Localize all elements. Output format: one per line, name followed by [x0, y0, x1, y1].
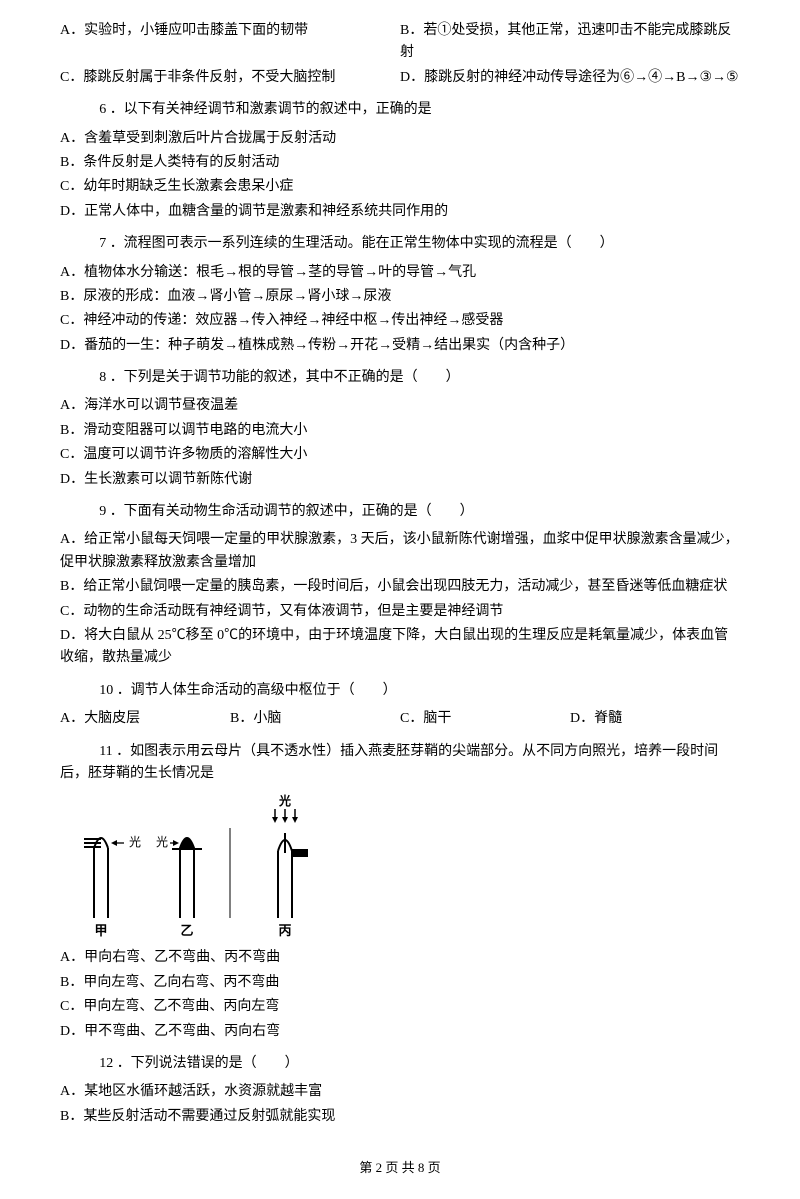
q11-option-C: C．甲向左弯、乙不弯曲、丙向左弯: [60, 996, 740, 1018]
coleoptile-jia: [84, 838, 108, 918]
q5-option-C: C．膝跳反射属于非条件反射，不受大脑控制: [60, 67, 400, 89]
q8-stem: 8 ．下列是关于调节功能的叙述，其中不正确的是（ ）: [60, 367, 740, 389]
q8-option-A: A．海洋水可以调节昼夜温差: [60, 395, 740, 417]
q8-option-B: B．滑动变阻器可以调节电路的电流大小: [60, 420, 740, 442]
q6-option-C: C．幼年时期缺乏生长激素会患呆小症: [60, 176, 740, 198]
coleoptile-yi: [172, 838, 202, 918]
q5-option-B: B．若①处受损，其他正常，迅速叩击不能完成膝跳反射: [400, 20, 740, 65]
q10-option-C: C．脑干: [400, 708, 570, 730]
q9-option-C: C．动物的生命活动既有神经调节，又有体液调节，但是主要是神经调节: [60, 601, 740, 623]
q5-C-text: C．膝跳反射属于非条件反射，不受大脑控制: [60, 67, 335, 89]
q10-option-A: A．大脑皮层: [60, 708, 230, 730]
q12-option-B: B．某些反射活动不需要通过反射弧就能实现: [60, 1106, 740, 1128]
q6-option-A: A．含羞草受到刺激后叶片合拢属于反射活动: [60, 128, 740, 150]
q5-B-text: B．若①处受损，其他正常，迅速叩击不能完成膝跳反射: [400, 20, 740, 65]
light-side-label-1: 光: [129, 835, 141, 849]
q6-option-D: D．正常人体中，血糖含量的调节是激素和神经系统共同作用的: [60, 201, 740, 223]
q6-stem: 6 ．以下有关神经调节和激素调节的叙述中，正确的是: [60, 99, 740, 121]
q5-row1: A．实验时，小锤应叩击膝盖下面的韧带 B．若①处受损，其他正常，迅速叩击不能完成…: [60, 20, 740, 65]
coleoptile-bing: [278, 833, 308, 918]
q5-row2: C．膝跳反射属于非条件反射，不受大脑控制 D．膝跳反射的神经冲动传导途径为⑥→④…: [60, 67, 740, 89]
q12-stem: 12 ．下列说法错误的是（ ）: [60, 1053, 740, 1075]
label-bing: 丙: [278, 923, 291, 938]
q10-options: A．大脑皮层 B．小脑 C．脑干 D．脊髓: [60, 708, 740, 730]
q11-diagram: 光 光 光: [60, 793, 740, 943]
light-top-label: 光: [278, 793, 291, 808]
q10-option-B: B．小脑: [230, 708, 400, 730]
q12-option-A: A．某地区水循环越活跃，水资源就越丰富: [60, 1081, 740, 1103]
q11-option-D: D．甲不弯曲、乙不弯曲、丙向右弯: [60, 1021, 740, 1043]
q5-option-D: D．膝跳反射的神经冲动传导途径为⑥→④→B→③→⑤: [400, 67, 740, 89]
q11-option-A: A．甲向右弯、乙不弯曲、丙不弯曲: [60, 947, 740, 969]
q7-option-A: A．植物体水分输送：根毛→根的导管→茎的导管→叶的导管→气孔: [60, 262, 740, 284]
q7-stem: 7 ．流程图可表示一系列连续的生理活动。能在正常生物体中实现的流程是（ ）: [60, 233, 740, 255]
label-jia: 甲: [94, 923, 107, 938]
q5-D-text: D．膝跳反射的神经冲动传导途径为⑥→④→B→③→⑤: [400, 67, 739, 89]
q7-option-D: D．番茄的一生：种子萌发→植株成熟→传粉→开花→受精→结出果实（内含种子）: [60, 335, 740, 357]
q6-option-B: B．条件反射是人类特有的反射活动: [60, 152, 740, 174]
q8-option-C: C．温度可以调节许多物质的溶解性大小: [60, 444, 740, 466]
coleoptile-diagram-svg: 光 光 光: [60, 793, 360, 943]
q10-option-D: D．脊髓: [570, 708, 740, 730]
q7-option-C: C．神经冲动的传递：效应器→传入神经→神经中枢→传出神经→感受器: [60, 310, 740, 332]
label-yi: 乙: [180, 923, 193, 938]
q9-option-D: D．将大白鼠从 25℃移至 0℃的环境中，由于环境温度下降，大白鼠出现的生理反应…: [60, 625, 740, 670]
page-footer: 第 2 页 共 8 页: [60, 1158, 740, 1179]
q10-stem: 10 ．调节人体生命活动的高级中枢位于（ ）: [60, 680, 740, 702]
q7-option-B: B．尿液的形成：血液→肾小管→原尿→肾小球→尿液: [60, 286, 740, 308]
light-side-label-2: 光: [156, 835, 168, 849]
q8-option-D: D．生长激素可以调节新陈代谢: [60, 469, 740, 491]
q9-option-A: A．给正常小鼠每天饲喂一定量的甲状腺激素，3 天后，该小鼠新陈代谢增强，血浆中促…: [60, 529, 740, 574]
q11-stem: 11 ．如图表示用云母片（具不透水性）插入燕麦胚芽鞘的尖端部分。从不同方向照光，…: [60, 741, 740, 786]
q11-option-B: B．甲向左弯、乙向右弯、丙不弯曲: [60, 972, 740, 994]
q5-option-A: A．实验时，小锤应叩击膝盖下面的韧带: [60, 20, 400, 65]
q9-stem: 9 ．下面有关动物生命活动调节的叙述中，正确的是（ ）: [60, 501, 740, 523]
q5-A-text: A．实验时，小锤应叩击膝盖下面的韧带: [60, 20, 308, 65]
q9-option-B: B．给正常小鼠饲喂一定量的胰岛素，一段时间后，小鼠会出现四肢无力，活动减少，甚至…: [60, 576, 740, 598]
